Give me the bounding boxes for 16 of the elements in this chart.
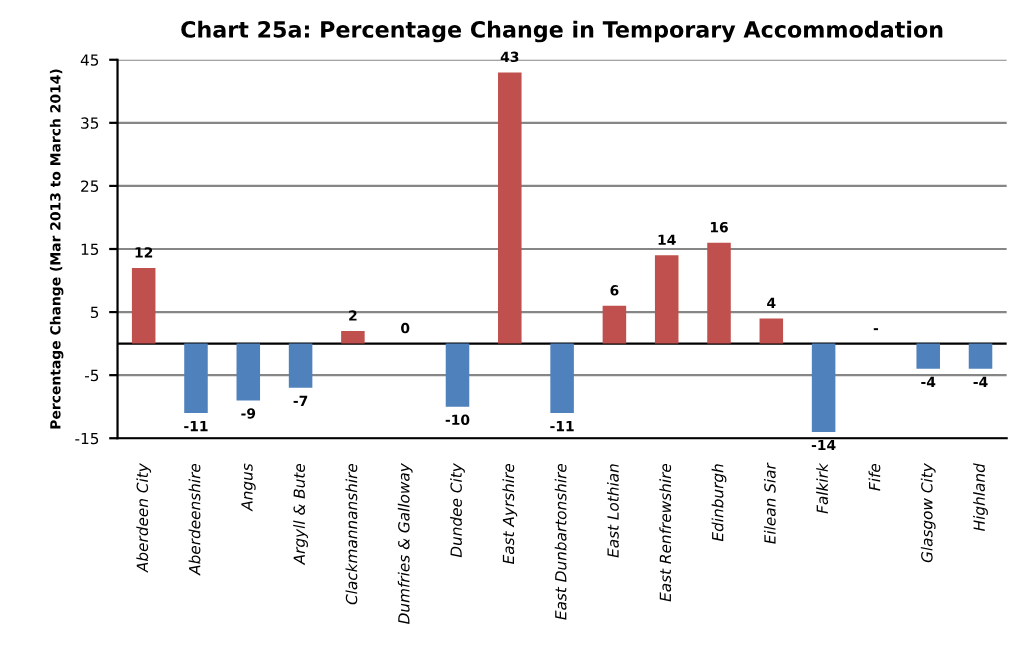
bar [707, 242, 731, 344]
bar [654, 255, 679, 344]
bar [445, 343, 470, 407]
bar [811, 343, 836, 432]
bar [550, 343, 574, 414]
bar [131, 267, 156, 344]
bar [288, 343, 313, 388]
bar [341, 331, 365, 344]
bar [759, 318, 784, 344]
chart-title: Chart 25a: Percentage Change in Temporary Accommodation [181, 20, 943, 43]
bar [184, 343, 208, 414]
bar [968, 343, 993, 369]
bar [916, 343, 940, 369]
bar [236, 343, 261, 401]
bar [498, 72, 522, 344]
bar [602, 305, 627, 344]
